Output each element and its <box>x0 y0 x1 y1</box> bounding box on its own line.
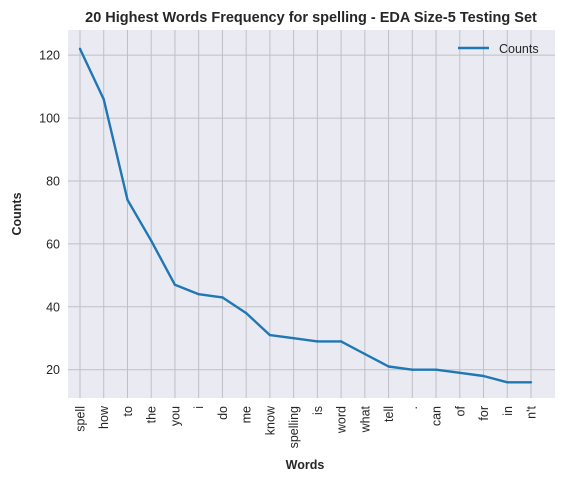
data-point <box>150 239 153 242</box>
x-tick-label: in <box>501 406 515 416</box>
x-tick-label: to <box>121 406 135 416</box>
y-tick-label: 20 <box>46 363 60 377</box>
x-tick-label: n't <box>525 405 539 418</box>
data-point <box>363 352 367 356</box>
data-point <box>221 296 224 299</box>
data-point <box>458 371 461 375</box>
data-point <box>387 365 390 368</box>
legend-label-counts: Counts <box>499 42 539 56</box>
y-axis-ticks: 20 40 60 80 100 120 <box>39 49 60 378</box>
legend: Counts <box>458 42 539 56</box>
x-tick-label: do <box>216 406 230 420</box>
x-tick-label: for <box>477 406 491 421</box>
y-tick-label: 60 <box>46 237 60 251</box>
data-point <box>126 198 129 202</box>
data-point <box>339 340 343 343</box>
x-tick-label: spell <box>74 406 88 432</box>
x-tick-label: word <box>335 406 349 434</box>
data-point <box>292 337 295 340</box>
x-axis-ticks: spell how to the you i do me know spelling is word w… <box>74 405 539 448</box>
x-tick-label: of <box>453 405 467 416</box>
x-tick-label: is <box>311 406 325 415</box>
data-points <box>78 47 533 384</box>
x-tick-label: how <box>97 405 111 429</box>
x-tick-label: you <box>168 406 182 426</box>
x-tick-label: . <box>406 406 420 409</box>
x-axis-label: Words <box>286 458 325 472</box>
y-tick-label: 80 <box>46 174 60 188</box>
data-point <box>102 97 105 101</box>
data-point <box>197 293 200 296</box>
y-tick-label: 40 <box>46 300 60 314</box>
x-tick-label: tell <box>382 406 396 422</box>
data-point <box>506 381 509 384</box>
y-tick-label: 100 <box>39 112 60 126</box>
data-point <box>482 374 485 378</box>
x-tick-label: me <box>240 406 254 423</box>
data-point <box>316 340 319 343</box>
y-tick-label: 120 <box>39 49 60 63</box>
y-axis-label: Counts <box>10 192 24 235</box>
grid-lines <box>68 30 555 398</box>
x-tick-label: spelling <box>287 406 301 448</box>
x-tick-label: can <box>430 406 444 426</box>
data-point <box>268 333 272 337</box>
chart-title: 20 Highest Words Frequency for spelling … <box>85 10 537 26</box>
x-tick-label: what <box>358 405 372 433</box>
x-tick-label: know <box>263 405 277 435</box>
data-point <box>434 368 438 371</box>
x-tick-label: i <box>192 406 206 409</box>
data-point <box>173 283 177 286</box>
data-point <box>78 47 82 51</box>
data-point <box>411 368 414 371</box>
data-point <box>529 381 533 384</box>
x-tick-label: the <box>145 406 159 423</box>
data-point <box>244 311 248 315</box>
plot-area <box>68 30 555 398</box>
series-line-counts <box>78 48 531 384</box>
